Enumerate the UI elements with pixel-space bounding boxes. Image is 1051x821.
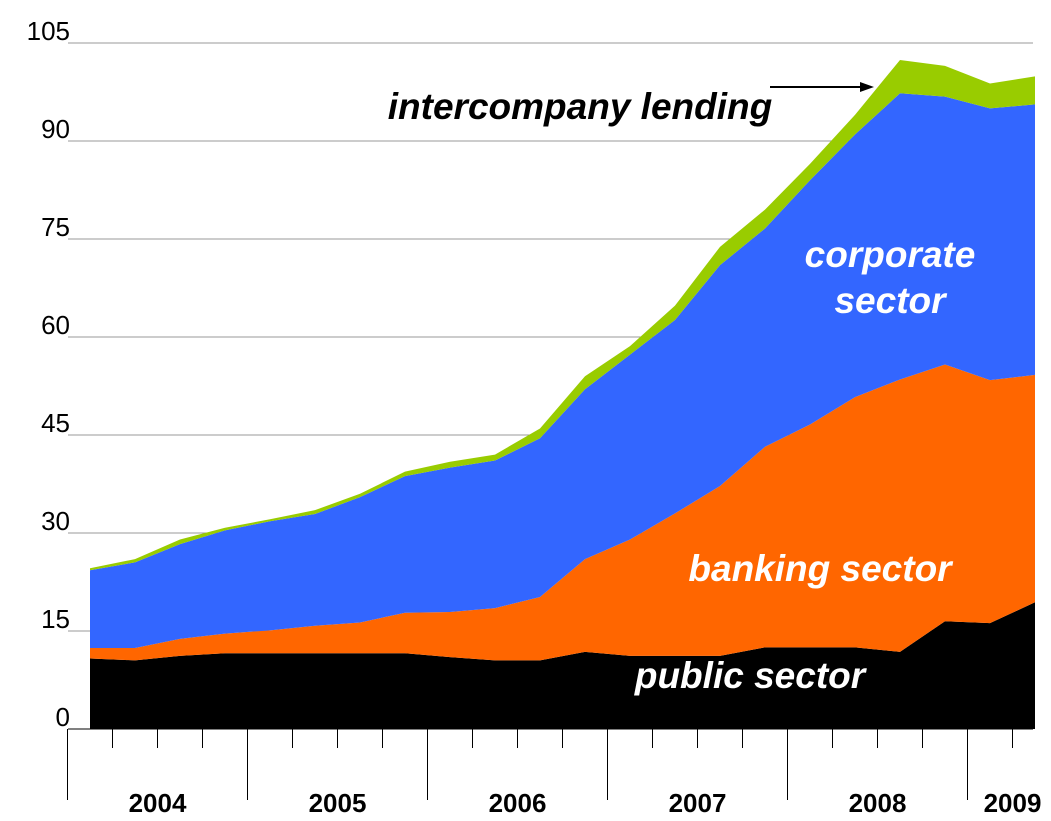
y-tick-label: 30 [41,506,70,536]
x-group-label: 2006 [489,788,547,818]
series-label: corporate sector [804,234,976,321]
y-tick-label: 90 [41,114,70,144]
y-tick-label: 75 [41,212,70,242]
x-group-label: 2005 [309,788,367,818]
y-tick-label: 0 [56,702,70,732]
annotation-arrowhead [860,82,874,92]
series-label: banking sector [688,548,952,589]
x-group-label: 2007 [669,788,727,818]
y-tick-label: 105 [27,16,70,46]
y-tick-label: 45 [41,408,70,438]
area [90,59,1035,571]
series-label: intercompany lending [387,86,773,127]
series-label: public sector [634,655,866,696]
x-group-label: 2004 [129,788,187,818]
x-group-label: 2008 [849,788,907,818]
y-tick-label: 15 [41,604,70,634]
area [90,602,1035,729]
area [90,364,1035,661]
y-tick-label: 60 [41,310,70,340]
area [90,93,1035,648]
x-group-label: 2009 [984,788,1042,818]
